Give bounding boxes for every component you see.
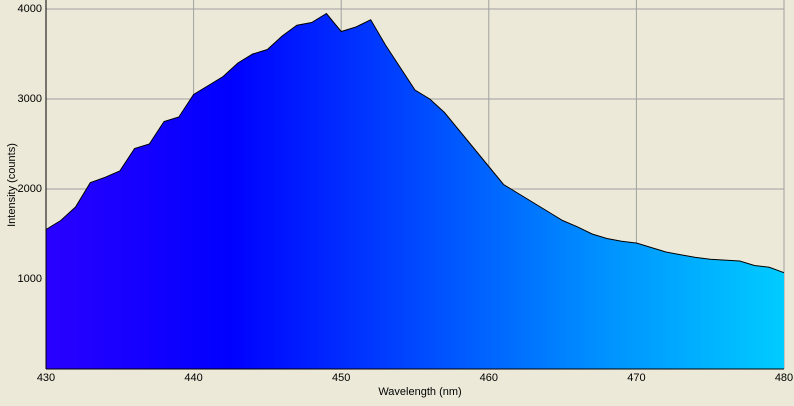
x-tick-label: 430	[37, 372, 55, 384]
y-tick-label: 2000	[18, 183, 42, 195]
y-tick-label: 3000	[18, 93, 42, 105]
y-tick-label: 4000	[18, 3, 42, 15]
x-axis-label: Wavelength (nm)	[378, 386, 461, 398]
x-tick-label: 450	[332, 372, 350, 384]
line	[45, 12, 785, 274]
y-tick-label: 1000	[18, 273, 42, 285]
area	[46, 13, 784, 369]
x-tick-label: 480	[775, 372, 793, 384]
x-tick-label: 460	[480, 372, 498, 384]
x-tick-label: 440	[184, 372, 202, 384]
x-tick-label: 470	[627, 372, 645, 384]
y-axis-label: Intensity (counts)	[6, 143, 18, 227]
